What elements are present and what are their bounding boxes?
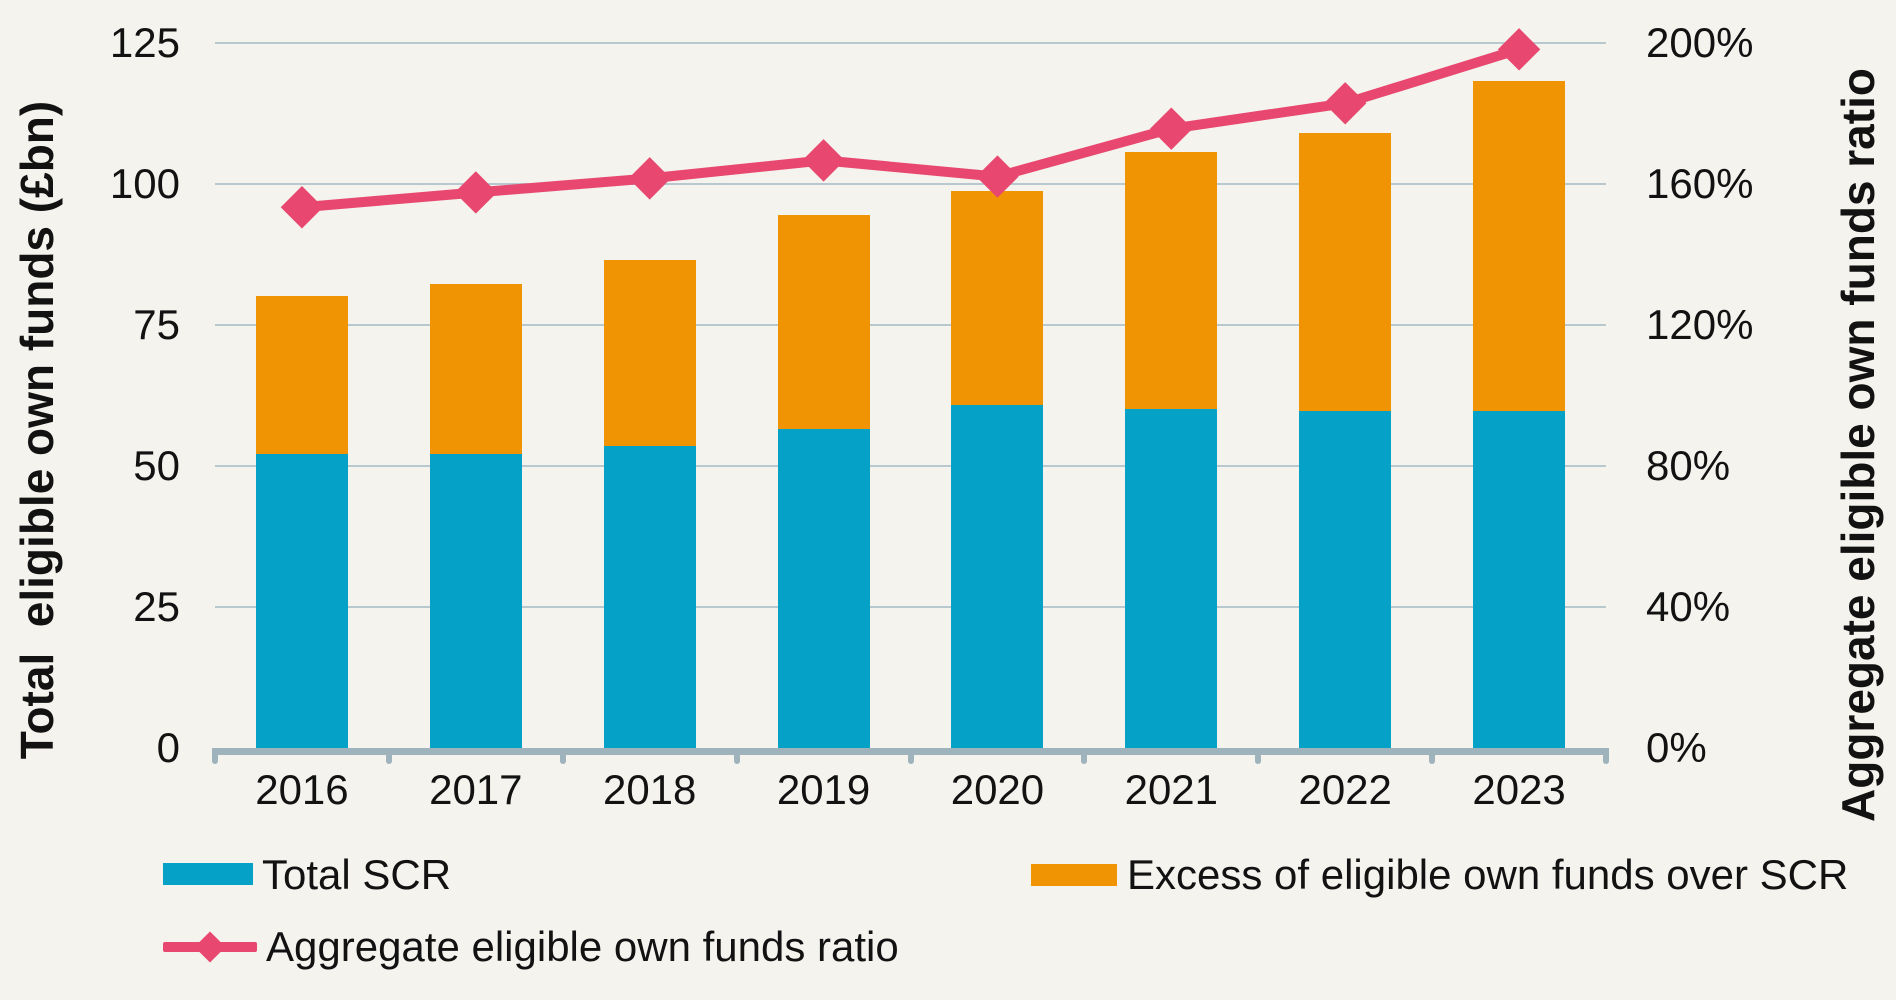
- ratio-marker-2016: [280, 186, 324, 229]
- x-tick-label-2019: 2019: [776, 766, 871, 813]
- bar-excess-2019: [777, 215, 870, 430]
- legend-label-excess: Excess of eligible own funds over SCR: [1127, 851, 1849, 898]
- x-tick-label-2023: 2023: [1472, 766, 1566, 813]
- bar-scr-2022: [1299, 410, 1392, 748]
- bar-scr-2023: [1473, 411, 1566, 748]
- x-axis-tick: [1255, 748, 1262, 764]
- x-tick-label-2020: 2020: [950, 766, 1045, 813]
- x-axis-tick: [385, 748, 392, 764]
- right-axis-tick-0%: 0%: [1646, 724, 1707, 771]
- bar-excess-2023: [1473, 80, 1566, 412]
- bar-scr-2021: [1125, 409, 1218, 748]
- x-tick-label-2022: 2022: [1298, 766, 1392, 813]
- x-axis-tick: [1081, 748, 1088, 764]
- right-axis-tick-40%: 40%: [1646, 583, 1731, 630]
- legend-label-total-scr: Total SCR: [262, 851, 452, 898]
- bar-scr-2020: [951, 404, 1044, 748]
- x-axis-tick: [559, 748, 566, 764]
- x-axis-tick: [1429, 748, 1436, 764]
- ratio-marker-2023: [1497, 28, 1541, 71]
- legend-label-ratio: Aggregate eligible own funds ratio: [266, 923, 899, 970]
- bar-excess-2022: [1299, 133, 1392, 411]
- left-axis-tick-125: 125: [109, 19, 180, 66]
- bar-excess-2020: [951, 190, 1044, 405]
- x-tick-label-2017: 2017: [429, 766, 523, 813]
- right-axis-tick-160%: 160%: [1646, 160, 1754, 207]
- ratio-marker-2021: [1150, 107, 1193, 150]
- bar-scr-2017: [429, 454, 522, 748]
- gridline-75: [215, 324, 1606, 326]
- legend-swatch-total-scr: [163, 863, 253, 885]
- ratio-marker-2017: [454, 171, 498, 214]
- left-axis-tick-0: 0: [156, 724, 180, 771]
- ratio-marker-2019: [802, 139, 845, 182]
- gridline-50: [215, 465, 1606, 467]
- right-axis-tick-80%: 80%: [1646, 442, 1731, 489]
- gridline-100: [215, 183, 1606, 185]
- bar-excess-2017: [429, 283, 522, 455]
- x-axis-tick: [907, 748, 914, 764]
- bar-excess-2018: [603, 259, 696, 447]
- legend-diamond-icon: [194, 931, 226, 963]
- left-axis-tick-100: 100: [109, 160, 180, 207]
- bar-excess-2021: [1125, 151, 1218, 410]
- legend-swatch-excess: [1031, 864, 1117, 886]
- left-axis-tick-25: 25: [133, 583, 180, 630]
- bar-scr-2016: [255, 453, 348, 748]
- left-axis-tick-50: 50: [133, 442, 180, 489]
- bar-scr-2018: [603, 446, 696, 748]
- x-tick-label-2018: 2018: [602, 766, 697, 813]
- x-tick-label-2021: 2021: [1124, 766, 1219, 813]
- x-axis-tick: [212, 748, 218, 764]
- bar-scr-2019: [777, 429, 870, 748]
- gridline-125: [215, 42, 1606, 44]
- right-axis-tick-120%: 120%: [1646, 301, 1754, 348]
- bar-excess-2016: [255, 295, 348, 454]
- x-axis-tick: [1603, 748, 1609, 764]
- ratio-marker-2022: [1323, 82, 1367, 125]
- right-axis-tick-200%: 200%: [1646, 19, 1754, 66]
- ratio-marker-2018: [628, 157, 671, 200]
- left-axis-tick-75: 75: [133, 301, 180, 348]
- x-tick-label-2016: 2016: [255, 766, 349, 813]
- gridline-25: [215, 606, 1606, 608]
- x-axis-tick: [733, 748, 740, 764]
